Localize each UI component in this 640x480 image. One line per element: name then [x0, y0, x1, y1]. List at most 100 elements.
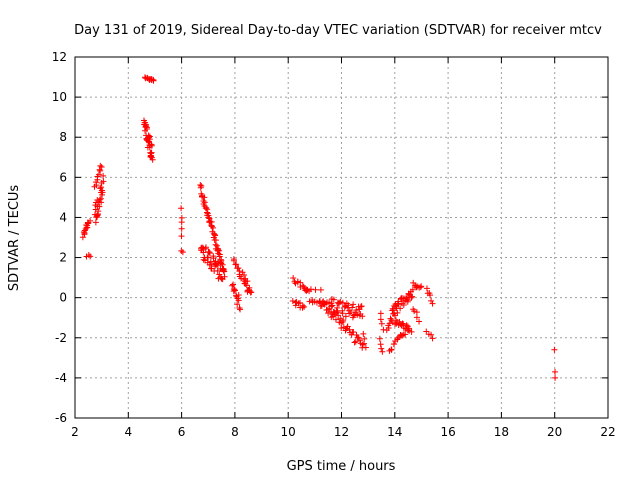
data-point [148, 149, 155, 156]
data-point [216, 247, 223, 254]
data-point [143, 126, 150, 133]
data-point [97, 167, 104, 174]
data-point [391, 341, 398, 348]
data-point [337, 315, 344, 322]
data-point [81, 230, 88, 237]
data-point [379, 348, 386, 355]
data-point [357, 303, 364, 310]
data-point [97, 195, 104, 202]
data-point [332, 316, 339, 323]
data-point [213, 242, 220, 249]
data-point [377, 341, 384, 348]
data-point [206, 250, 213, 257]
y-axis-ticks: -6 -4 -2 0 2 4 6 8 10 12 [52, 50, 608, 425]
data-point [394, 335, 401, 342]
data-point [202, 244, 209, 251]
data-point [325, 310, 332, 317]
data-point [243, 282, 250, 289]
data-point [377, 316, 384, 323]
data-point [202, 205, 209, 212]
data-point [312, 286, 319, 293]
data-point [413, 314, 420, 321]
data-point [428, 331, 435, 338]
y-axis-label: SDTVAR / TECUs [7, 185, 22, 292]
data-point [214, 258, 221, 265]
data-point [395, 301, 402, 308]
data-point [358, 303, 365, 310]
data-point [429, 335, 436, 342]
y-tick-label: 10 [52, 90, 67, 104]
data-point [394, 309, 401, 316]
data-point [552, 374, 559, 381]
data-point [376, 335, 383, 342]
data-point [220, 268, 227, 275]
y-tick-label: 2 [59, 251, 67, 265]
data-point [233, 261, 240, 268]
data-point [148, 153, 155, 160]
data-point [344, 323, 351, 330]
data-point [551, 346, 558, 353]
data-point [231, 286, 238, 293]
data-point [235, 297, 242, 304]
data-point [334, 309, 341, 316]
grid [75, 57, 608, 418]
data-point [416, 318, 423, 325]
data-point [205, 214, 212, 221]
data-point [150, 77, 157, 84]
x-tick-label: 4 [124, 425, 132, 439]
x-axis-label: GPS time / hours [287, 459, 396, 474]
data-point [206, 249, 213, 256]
data-point [329, 302, 336, 309]
data-point [219, 265, 226, 272]
data-point [229, 282, 236, 289]
data-point [231, 287, 238, 294]
y-tick-label: -6 [55, 411, 67, 425]
data-point [100, 172, 107, 179]
data-point [423, 285, 430, 292]
data-point [148, 142, 155, 149]
data-point [98, 184, 105, 191]
data-point [178, 225, 185, 232]
data-point [345, 302, 352, 309]
data-point [178, 233, 185, 240]
data-point [409, 286, 416, 293]
data-point [178, 219, 185, 226]
data-point [306, 298, 313, 305]
data-point [87, 253, 94, 260]
data-point [317, 286, 324, 293]
data-point [239, 269, 246, 276]
data-point [354, 312, 361, 319]
y-tick-label: 8 [59, 130, 67, 144]
data-point [390, 307, 397, 314]
data-point [235, 265, 242, 272]
data-point [338, 325, 345, 331]
data-point [87, 217, 94, 224]
data-point [350, 301, 357, 308]
data-point [301, 303, 308, 310]
y-tick-label: 6 [59, 170, 67, 184]
data-point [362, 344, 369, 351]
data-point [97, 162, 104, 169]
x-tick-label: 18 [494, 425, 509, 439]
data-point [388, 346, 395, 353]
data-point [423, 328, 430, 335]
y-tick-label: 4 [59, 210, 67, 224]
data-point [212, 232, 219, 239]
x-tick-label: 22 [600, 425, 615, 439]
data-point [148, 154, 155, 161]
data-point [400, 321, 407, 328]
data-point [399, 332, 406, 339]
data-point [331, 311, 338, 318]
x-tick-label: 20 [547, 425, 562, 439]
x-tick-label: 6 [178, 425, 186, 439]
data-point [359, 313, 366, 320]
data-point [299, 302, 306, 309]
data-point [418, 283, 425, 290]
data-point [98, 163, 105, 170]
data-point [408, 328, 415, 335]
data-point [413, 309, 420, 316]
chart-title: Day 131 of 2019, Sidereal Day-to-day VTE… [74, 23, 602, 38]
data-point [359, 341, 366, 348]
data-point [179, 249, 186, 256]
